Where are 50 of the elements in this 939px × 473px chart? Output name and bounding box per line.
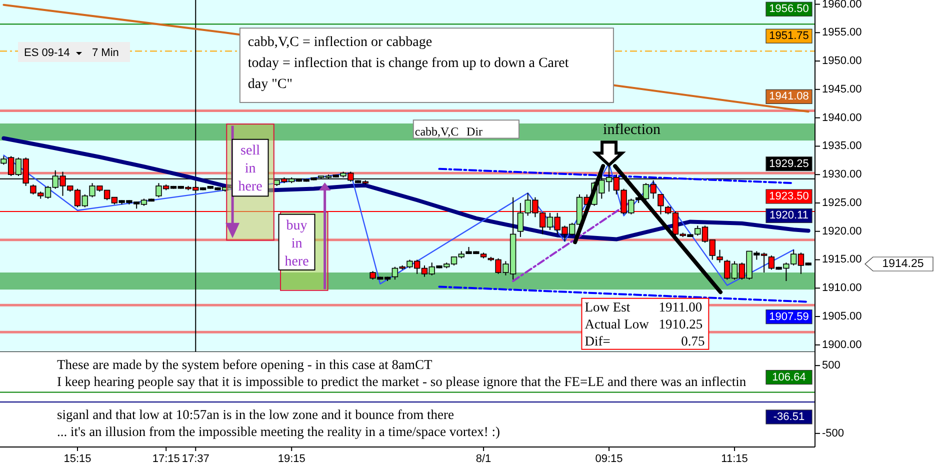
y-tick-label: 500 — [822, 360, 840, 372]
ref-line-label: 1929.25 — [769, 158, 809, 170]
annotation: ... it's an illusion from the impossible meeting the reality in a time/space vortex! :) — [57, 424, 500, 439]
y-tick-label: 1930.00 — [822, 168, 862, 181]
annotation: Low Est — [584, 299, 630, 314]
data-label: 1920.11 — [770, 210, 808, 222]
y-tick-label: 1905.00 — [822, 310, 862, 323]
annotation: cabb,V,C — [414, 124, 459, 138]
y-tick-label: 1920.00 — [822, 225, 862, 238]
y-tick-label: 1910.00 — [822, 282, 862, 294]
annotation: inflection — [603, 122, 662, 138]
data-label: 1941.08 — [769, 90, 809, 103]
annotation: Dif= — [584, 333, 610, 348]
annotation: Actual Low — [584, 316, 650, 332]
y-tick-label: 1950.00 — [822, 55, 862, 68]
x-tick-label: 09:15 — [595, 453, 623, 465]
annotation: I keep hearing people say that it is impossible to predict the market - so please ignore that the FE=LE and there was an inflectin — [57, 374, 746, 389]
y-tick-label: 1945.00 — [822, 83, 862, 96]
annotation: cabb,V,C = inflection or cabbage today = inflection that is change from up to down a Caret day "C" — [248, 35, 569, 92]
x-tick-label: 19:15 — [278, 453, 306, 465]
y-tick-label: 1925.00 — [822, 196, 862, 209]
ref-line-label: 106.64 — [772, 371, 806, 384]
annotation: sell in here — [238, 143, 262, 194]
x-tick-label: 17:15 — [152, 453, 180, 465]
ref-line-label: 1951.75 — [769, 30, 809, 42]
annotation: 1911.00 — [658, 299, 702, 314]
annotation: 1910.25 — [658, 316, 703, 332]
x-tick-label: 15:15 — [64, 453, 92, 465]
x-tick-label: 17:37 — [182, 453, 210, 465]
annotation: buy in here — [284, 218, 309, 270]
ref-line-label: 1956.50 — [769, 3, 809, 16]
ref-line-label: 1923.50 — [769, 190, 809, 202]
annotation: ES 09-14 — [24, 47, 70, 59]
x-tick-label: 8/1 — [476, 453, 492, 465]
x-tick-label: 11:15 — [721, 453, 748, 465]
annotation: 7 Min — [92, 47, 119, 59]
y-tick-label: 1940.00 — [822, 112, 862, 124]
y-tick-label: 1935.00 — [822, 140, 862, 152]
y-tick-label: 1900.00 — [822, 338, 862, 351]
y-tick-label: 1955.00 — [822, 26, 862, 39]
text: 1914.25 — [882, 258, 924, 270]
y-tick-label: 1960.00 — [822, 0, 862, 10]
data-label: 1907.59 — [769, 310, 809, 323]
y-tick-label: -500 — [822, 427, 844, 440]
annotation: These are made by the system before opening - in this case at 8amCT — [57, 357, 434, 372]
annotation: Dir — [466, 124, 483, 138]
y-tick-label: 1915.00 — [822, 254, 862, 266]
annotation: siganl and that low at 10:57an is in the low zone and it bounce from there — [57, 407, 454, 422]
ref-line-label: -36.51 — [773, 410, 805, 423]
annotation: 0.75 — [681, 333, 705, 348]
